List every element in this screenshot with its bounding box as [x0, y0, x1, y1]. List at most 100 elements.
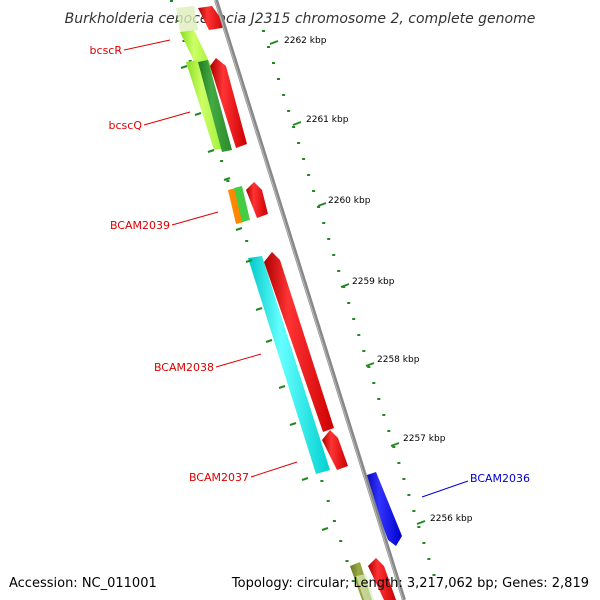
gene-bcscQ-darkgreen[interactable]: [198, 60, 232, 152]
kbp-tick-0: [269, 40, 279, 45]
label-bcscR[interactable]: bcscR: [90, 44, 123, 57]
inner-dash-10: [301, 477, 309, 481]
ruler-dot-17: [347, 302, 351, 304]
kbp-label-2256: 2256 kbp: [430, 514, 473, 524]
inner-dot-25: [326, 500, 330, 502]
ruler-dot-29: [407, 494, 411, 496]
ruler-dot-31: [417, 526, 421, 528]
ruler-dot-15: [337, 270, 341, 272]
inner-dash-0: [180, 65, 188, 69]
kbp-tick-4: [365, 362, 375, 367]
label-BCAM2037[interactable]: BCAM2037: [189, 471, 249, 484]
inner-dot-27: [339, 540, 343, 542]
ruler-dot-20: [362, 350, 366, 352]
kbp-label-2262: 2262 kbp: [284, 36, 327, 46]
inner-dot-12: [245, 240, 249, 242]
ruler-dot-11: [317, 206, 321, 208]
ruler-dot-25: [387, 430, 391, 432]
kbp-label-2261: 2261 kbp: [306, 115, 349, 125]
inner-dash-4: [235, 227, 243, 231]
label-BCAM2039[interactable]: BCAM2039: [110, 219, 170, 232]
inner-dot-29: [351, 580, 355, 582]
leader-BCAM2038: [215, 353, 262, 368]
inner-dash-7: [265, 339, 273, 343]
kbp-tick-5: [390, 442, 400, 447]
gene-BCAM2038-red[interactable]: [264, 252, 334, 432]
inner-dash-2: [207, 149, 215, 153]
gene-BCAM2038-cyan[interactable]: [248, 256, 330, 474]
kbp-tick-6: [416, 520, 426, 525]
ruler-dot-23: [377, 398, 381, 400]
leader-bcscR: [123, 39, 171, 51]
ruler-dot-34: [432, 574, 436, 576]
leader-bcscQ: [143, 111, 191, 126]
gene-bottom-red: [368, 558, 396, 600]
leader-BCAM2036: [421, 480, 469, 498]
ruler-dot-14: [332, 254, 336, 256]
gene-labels: bcscR bcscQ BCAM2039 BCAM2038 BCAM2037 B…: [90, 39, 530, 498]
inner-dot-3: [188, 60, 192, 62]
inner-dot-28: [345, 560, 349, 562]
map-title: Burkholderia cenocepacia J2315 chromosom…: [65, 11, 536, 27]
ruler-dot-21: [367, 366, 371, 368]
ruler-dot-19: [357, 334, 361, 336]
ruler-dot-18: [352, 318, 356, 320]
ruler-dot-4: [282, 94, 286, 96]
ruler-dot-33: [427, 558, 431, 560]
inner-dash-3: [223, 177, 231, 181]
ruler-dot-27: [397, 462, 401, 464]
label-BCAM2036[interactable]: BCAM2036: [470, 472, 530, 485]
ruler-dot-28: [402, 478, 406, 480]
kbp-tick-1: [292, 121, 302, 126]
gene-BCAM2039-green[interactable]: [234, 186, 250, 222]
gene-BCAM2036-blue[interactable]: [364, 472, 402, 546]
gene-bottom-pale: [356, 574, 374, 600]
ruler-dot-5: [287, 110, 291, 112]
ruler-dot-22: [372, 382, 376, 384]
inner-dash-11: [321, 527, 329, 531]
topology-text: Topology: circular; Length: 3,217,062 bp…: [231, 576, 589, 591]
label-bcscQ[interactable]: bcscQ: [109, 119, 143, 132]
ruler-dot-9: [307, 174, 311, 176]
ruler-dot-24: [382, 414, 386, 416]
kbp-ruler: [262, 30, 436, 576]
leader-BCAM2039: [171, 211, 219, 226]
gene-BCAM2039-red[interactable]: [246, 182, 268, 218]
inner-dot-8: [220, 160, 224, 162]
gene-bcscQ-red[interactable]: [210, 58, 247, 148]
ruler-dot-12: [322, 222, 326, 224]
ruler-dot-0: [262, 30, 265, 32]
gene-BCAM2037-red[interactable]: [322, 430, 348, 470]
inner-dot-1: [176, 20, 180, 22]
inner-dash-9: [289, 422, 297, 426]
kbp-label-2257: 2257 kbp: [403, 434, 446, 444]
ruler-dot-10: [312, 190, 316, 192]
inner-dot-9: [226, 180, 230, 182]
inner-dash-5: [245, 259, 253, 263]
ruler-dot-13: [327, 238, 331, 240]
ruler-dot-1: [267, 46, 270, 48]
chromosome-backbone: [214, 0, 406, 600]
gene-BCAM2039-orange[interactable]: [228, 188, 244, 224]
inner-dash-6: [255, 307, 263, 311]
ruler-dot-30: [412, 510, 416, 512]
gene-faded-strip: [176, 6, 198, 32]
kbp-label-2259: 2259 kbp: [352, 277, 395, 287]
chromosome-backbone-highlight: [214, 0, 404, 600]
kbp-tick-3: [340, 283, 350, 288]
leader-BCAM2037: [250, 461, 298, 478]
label-BCAM2038[interactable]: BCAM2038: [154, 361, 214, 374]
inner-dash-1: [194, 112, 202, 116]
gene-features: [176, 6, 402, 600]
ruler-dot-2: [272, 62, 275, 64]
kbp-label-2258: 2258 kbp: [377, 355, 420, 365]
ruler-dot-3: [277, 78, 280, 80]
ruler-dot-6: [292, 126, 296, 128]
ruler-dot-7: [297, 142, 301, 144]
inner-dot-2: [182, 40, 186, 42]
gene-bcscR-red[interactable]: [198, 6, 225, 30]
accession-text: Accession: NC_011001: [9, 576, 157, 591]
inner-dash-8: [278, 385, 286, 389]
kbp-tick-2: [317, 202, 327, 207]
